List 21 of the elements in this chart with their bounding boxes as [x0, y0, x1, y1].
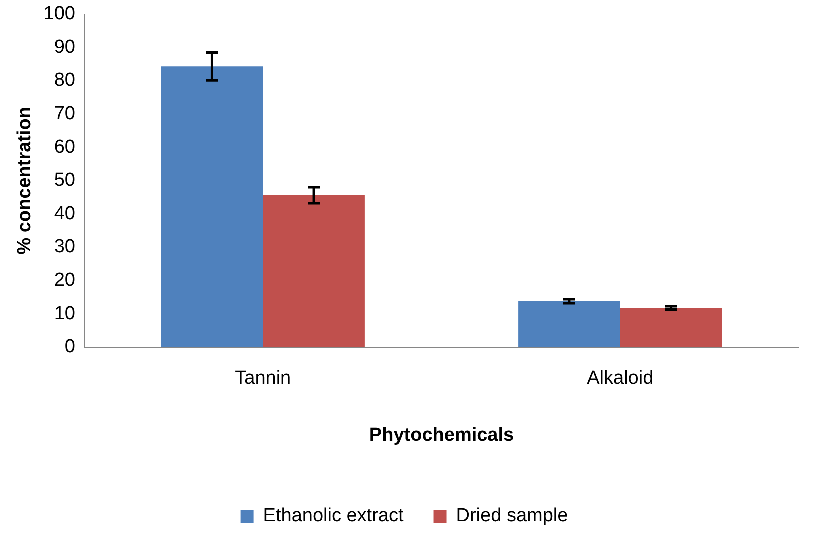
bar: [518, 301, 620, 348]
bar: [263, 196, 365, 348]
bar: [161, 66, 264, 348]
y-tick-label: 10: [54, 303, 76, 324]
legend-label: Ethanolic extract: [263, 506, 404, 527]
y-tick-label: 90: [54, 36, 76, 58]
x-axis-title: Phytochemicals: [369, 424, 514, 446]
x-tick-label: Alkaloid: [587, 368, 654, 390]
y-tick-label: 60: [54, 136, 76, 158]
y-tick-label: 70: [54, 104, 76, 125]
y-tick-label: 40: [54, 203, 76, 224]
y-axis-title: % concentration: [14, 106, 36, 255]
y-tick-label: 80: [54, 70, 76, 92]
bar: [620, 308, 722, 348]
x-tick-label: Tannin: [235, 368, 292, 390]
y-tick-label: 50: [54, 170, 76, 192]
y-tick-label: 0: [64, 336, 76, 358]
y-tick-label: 20: [54, 270, 76, 292]
y-tick-label: 30: [54, 236, 76, 258]
y-tick-label: 100: [44, 4, 76, 25]
legend-label: Dried sample: [456, 506, 568, 527]
